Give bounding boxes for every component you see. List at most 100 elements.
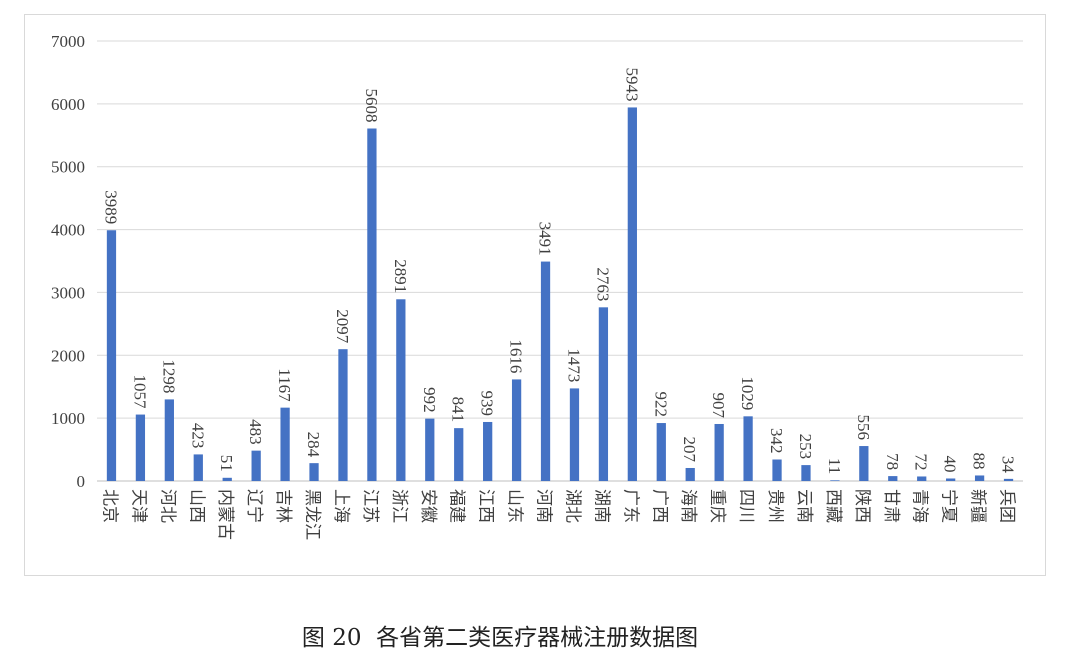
x-tick-label: 广西: [649, 489, 669, 523]
data-label: 1029: [738, 376, 757, 410]
bar: [367, 128, 377, 482]
x-tick-label: 贵州: [765, 489, 785, 523]
data-label: 2763: [593, 267, 612, 301]
bar: [598, 307, 609, 481]
x-tick-label: 江西: [476, 489, 496, 523]
bar: [917, 476, 927, 481]
y-tick-label: 5000: [51, 158, 85, 177]
x-tick-label: 四川: [736, 489, 756, 523]
data-label: 88: [970, 452, 989, 469]
x-tick-label: 山西: [186, 489, 206, 523]
bar: [454, 428, 464, 481]
data-label: 1298: [159, 359, 178, 393]
data-label: 2891: [391, 259, 410, 293]
bar: [396, 299, 406, 481]
x-tick-label: 重庆: [707, 489, 727, 523]
data-label: 1473: [564, 348, 583, 382]
bar: [251, 450, 261, 481]
data-label: 3989: [101, 190, 120, 224]
y-tick-label: 4000: [51, 221, 85, 240]
x-tick-label: 吉林: [273, 489, 293, 523]
x-tick-label: 湖北: [562, 489, 582, 523]
bar: [1003, 478, 1014, 481]
bar: [222, 477, 232, 481]
data-label: 34: [999, 456, 1018, 474]
y-tick-label: 7000: [51, 32, 85, 51]
bar: [801, 465, 811, 481]
data-label: 40: [941, 455, 960, 472]
bar: [888, 476, 898, 481]
y-tick-label: 6000: [51, 95, 85, 114]
data-label: 342: [767, 428, 786, 454]
x-tick-label: 河北: [157, 489, 177, 523]
data-label: 253: [796, 434, 815, 460]
data-label: 72: [912, 453, 931, 470]
x-tick-label: 广东: [620, 489, 640, 523]
data-label: 992: [420, 387, 439, 413]
bar: [974, 475, 985, 481]
x-tick-label: 宁夏: [939, 489, 959, 523]
bar: [685, 467, 695, 481]
bar: [540, 261, 551, 481]
data-label: 284: [304, 432, 323, 458]
data-label: 1167: [275, 368, 294, 402]
data-label: 841: [449, 397, 468, 423]
data-label: 907: [709, 392, 728, 418]
data-label: 922: [651, 392, 670, 418]
bar: [135, 414, 146, 481]
bar: [193, 454, 203, 481]
y-tick-label: 3000: [51, 283, 85, 302]
data-label: 78: [883, 453, 902, 470]
x-tick-label: 上海: [331, 489, 351, 523]
bar: [106, 230, 117, 481]
data-label: 5943: [622, 67, 641, 101]
data-label: 1616: [507, 339, 526, 373]
data-label: 11: [825, 458, 844, 474]
x-tick-label: 安徽: [418, 489, 438, 523]
bar: [164, 399, 174, 481]
data-label: 423: [188, 423, 207, 449]
x-tick-label: 西藏: [823, 489, 843, 523]
bar: [859, 446, 869, 481]
x-tick-label: 云南: [794, 489, 814, 523]
bar: [309, 463, 319, 481]
y-tick-label: 0: [77, 472, 86, 491]
bar: [946, 478, 956, 481]
x-tick-label: 天津: [128, 489, 148, 523]
x-tick-label: 浙江: [389, 489, 409, 523]
data-label: 556: [854, 415, 873, 441]
data-label: 939: [478, 390, 497, 416]
x-tick-label: 新疆: [968, 489, 988, 523]
bar: [743, 416, 753, 481]
x-tick-label: 湖南: [591, 489, 611, 523]
bar: [714, 423, 724, 481]
y-tick-label: 1000: [51, 409, 85, 428]
data-label: 3491: [536, 222, 555, 256]
bar: [425, 418, 435, 481]
x-tick-label: 山东: [505, 489, 525, 523]
bar: [280, 407, 290, 481]
x-tick-label: 北京: [99, 489, 119, 523]
x-tick-label: 青海: [910, 489, 930, 523]
x-tick-label: 福建: [447, 489, 467, 523]
data-label: 1057: [130, 375, 149, 410]
figure-caption: 图 20 各省第二类医疗器械注册数据图: [301, 625, 699, 651]
data-label: 207: [680, 436, 699, 462]
data-label: 483: [246, 419, 265, 445]
x-tick-label: 兵团: [997, 489, 1017, 523]
bar: [772, 459, 782, 481]
x-tick-label: 内蒙古: [215, 489, 235, 540]
bar: [511, 379, 522, 481]
data-label: 51: [217, 455, 236, 472]
data-label: 5608: [362, 88, 381, 122]
data-label: 2097: [333, 309, 352, 344]
chart-frame: 0 1000 2000 3000 4000 5000 6000 7000 3989 北京 1057 天…: [24, 14, 1046, 576]
bar: [569, 388, 580, 481]
x-tick-label: 甘肃: [881, 489, 901, 523]
y-tick-label: 2000: [51, 346, 85, 365]
x-tick-label: 海南: [678, 489, 698, 523]
x-tick-label: 江苏: [360, 489, 380, 523]
bar: [338, 349, 348, 481]
bar: [627, 107, 637, 481]
x-tick-label: 黑龙江: [302, 489, 322, 540]
